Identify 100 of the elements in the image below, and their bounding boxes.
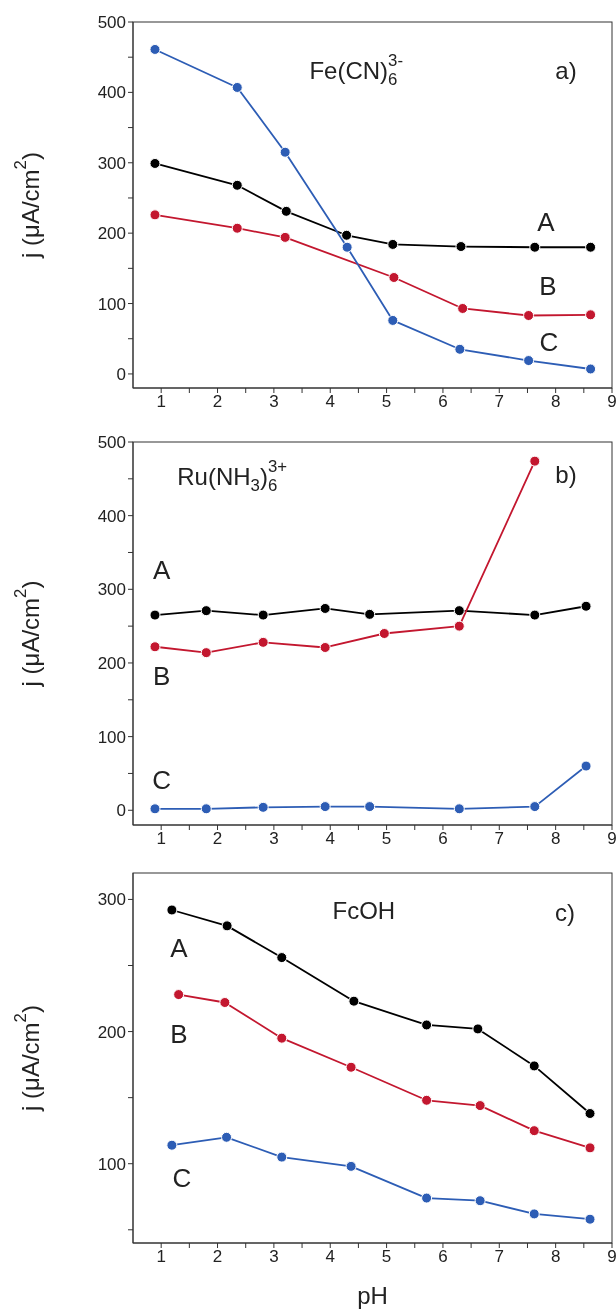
x-tick-label: 8 [550,1247,561,1267]
y-tick-label: 400 [97,506,126,526]
point [474,1100,486,1112]
point [149,803,161,815]
point [457,302,469,314]
x-tick-label: 2 [212,392,223,412]
point [453,620,465,632]
annotation: a) [555,56,577,84]
point [529,801,541,813]
point [421,1094,433,1106]
x-tick-label: 9 [607,829,616,849]
point [523,355,535,367]
point [584,1213,596,1225]
point [280,205,292,217]
point [200,605,212,617]
point [149,641,161,653]
point [276,1151,288,1163]
annotation: c) [555,898,576,926]
x-tick-label: 9 [607,1247,616,1267]
point [474,1195,486,1207]
point [585,363,597,375]
y-tick-label: 100 [97,1154,126,1174]
point [454,343,466,355]
y-tick-label: 200 [97,224,126,244]
x-tick-label: 2 [212,1247,223,1267]
x-tick-label: 1 [156,829,166,849]
series-label: B [153,661,171,692]
x-tick-label: 3 [269,1247,279,1267]
x-tick-label: 3 [269,392,279,412]
series-label: C [152,765,172,796]
series-label: C [539,326,559,357]
x-tick-label: 1 [156,392,166,412]
point [231,222,243,234]
y-tick-label: 0 [116,364,126,384]
y-tick-label: 200 [97,1022,126,1042]
series-label: A [170,933,189,964]
point [364,608,376,620]
x-tick-label: 4 [325,1247,335,1267]
point [453,605,465,617]
x-tick-label: 6 [438,1247,448,1267]
y-tick-label: 500 [97,433,126,453]
point [341,241,353,253]
point [149,157,161,169]
point [231,179,243,191]
point [231,81,243,93]
point [166,1139,178,1151]
x-tick-label: 1 [156,1247,166,1267]
x-tick-label: 8 [550,829,561,849]
point [149,209,161,221]
point [528,1208,540,1220]
point [345,1160,357,1172]
point [455,241,467,253]
x-tick-label: 5 [381,1247,392,1267]
point [529,241,541,253]
y-tick-label: 300 [97,890,126,910]
x-tick-label: 8 [550,392,561,412]
point [421,1019,433,1031]
point [276,952,288,964]
x-axis-title: pH [357,1281,388,1309]
point [387,314,399,326]
x-tick-label: 3 [269,829,279,849]
point [421,1192,433,1204]
point [584,1108,596,1119]
point [319,801,331,813]
point [453,803,465,815]
x-tick-label: 4 [325,829,335,849]
annotation: b) [555,460,577,488]
y-tick-label: 300 [97,580,126,600]
series-label: C [172,1162,192,1193]
y-tick-label: 0 [116,801,126,821]
point [149,609,161,621]
point [348,995,360,1007]
point [364,801,376,813]
x-tick-label: 7 [494,392,505,412]
x-tick-label: 2 [212,829,223,849]
point [580,600,592,612]
point [584,1142,596,1154]
series-label: A [153,554,172,585]
point [221,920,233,932]
x-tick-label: 7 [494,829,505,849]
y-tick-label: 400 [97,83,126,103]
point [276,1032,288,1044]
point [166,904,178,916]
point [219,997,231,1008]
point [580,760,592,772]
point [529,455,541,467]
series-label: B [539,270,557,301]
point [387,238,399,250]
point [378,628,390,639]
point [585,241,597,253]
point [523,310,535,321]
x-tick-label: 7 [494,1247,505,1267]
point [149,43,161,55]
point [529,609,541,621]
x-tick-label: 5 [381,392,392,412]
y-tick-label: 200 [97,654,126,673]
point [319,641,331,653]
point [345,1061,357,1073]
point [472,1023,484,1035]
point [221,1131,233,1143]
